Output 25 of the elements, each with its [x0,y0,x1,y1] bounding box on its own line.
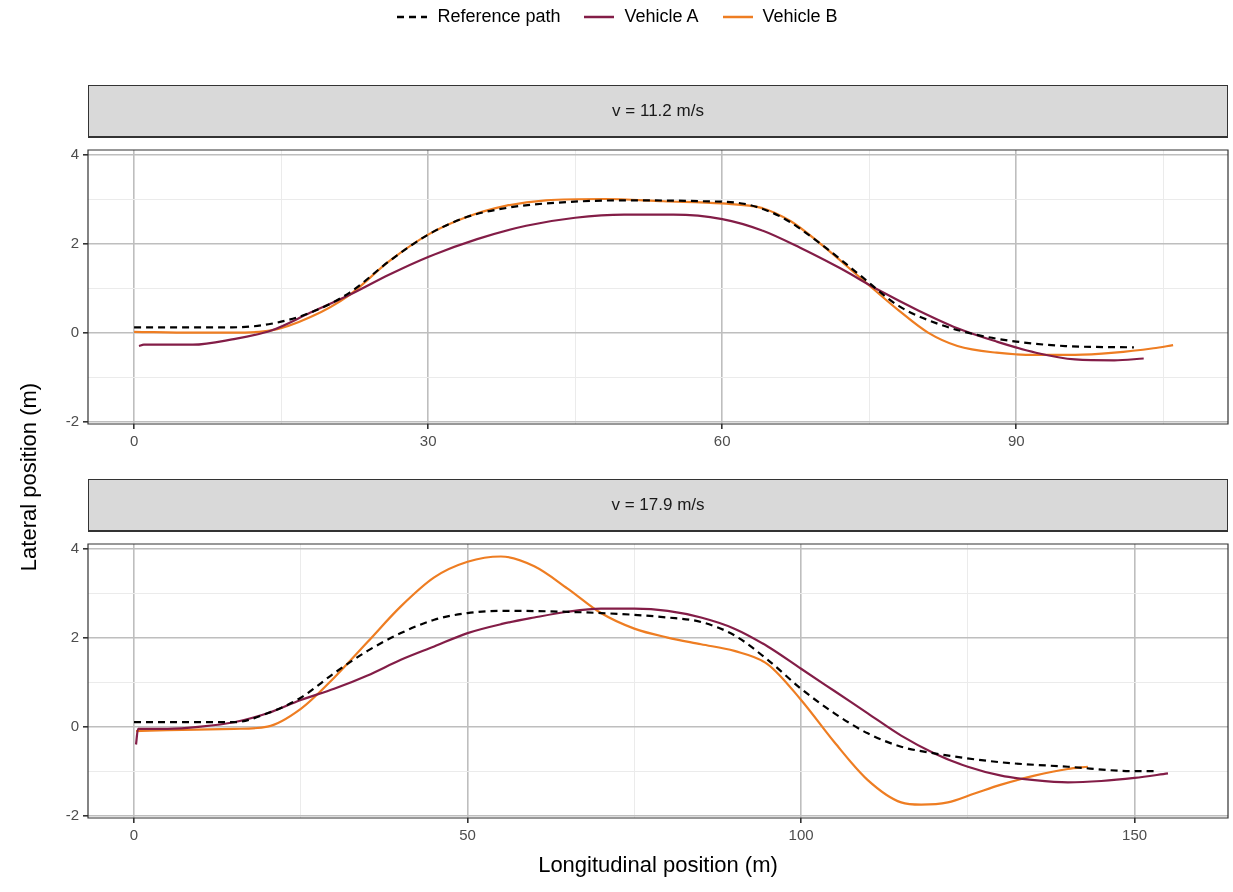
x-axis-title: Longitudinal position (m) [537,852,779,878]
y-tick-label: -2 [65,411,79,429]
y-tick-label: 0 [70,322,79,340]
x-tick-label: 0 [129,826,139,844]
x-tick-label: 50 [459,826,476,844]
x-tick-label: 150 [1122,826,1148,844]
x-tick-label: 0 [129,432,139,450]
x-tick-label: 100 [788,826,814,844]
y-tick-label: 4 [70,538,79,556]
line-series [137,213,1145,362]
chart-title: v = 11.2 m/s [88,85,1228,138]
legend-label: Vehicle A [624,6,699,27]
y-tick-label: 2 [70,627,79,645]
chart-title: v = 17.9 m/s [88,479,1228,532]
y-axis-title: Lateral position (m) [16,381,42,574]
legend-label: Reference path [437,6,561,27]
x-tick-label: 90 [1007,432,1025,450]
y-tick-label: 4 [70,144,79,162]
x-tick-label: 30 [419,432,437,450]
legend-label: Vehicle B [762,6,838,27]
y-tick-label: 2 [70,233,79,251]
y-tick-label: 0 [70,716,79,734]
y-tick-label: -2 [65,805,79,823]
x-tick-label: 60 [713,432,731,450]
line-series [134,555,1090,806]
